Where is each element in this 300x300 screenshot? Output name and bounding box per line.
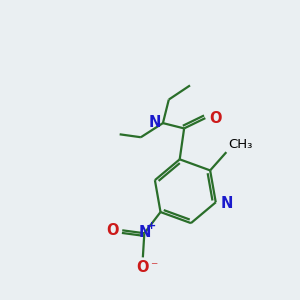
Text: N: N — [149, 115, 161, 130]
Text: O: O — [209, 111, 221, 126]
Text: N: N — [138, 225, 151, 240]
Text: CH₃: CH₃ — [229, 138, 253, 151]
Text: ⁻: ⁻ — [150, 260, 158, 274]
Text: O: O — [106, 223, 118, 238]
Text: O: O — [136, 260, 148, 275]
Text: N: N — [221, 196, 233, 211]
Text: +: + — [147, 221, 156, 231]
